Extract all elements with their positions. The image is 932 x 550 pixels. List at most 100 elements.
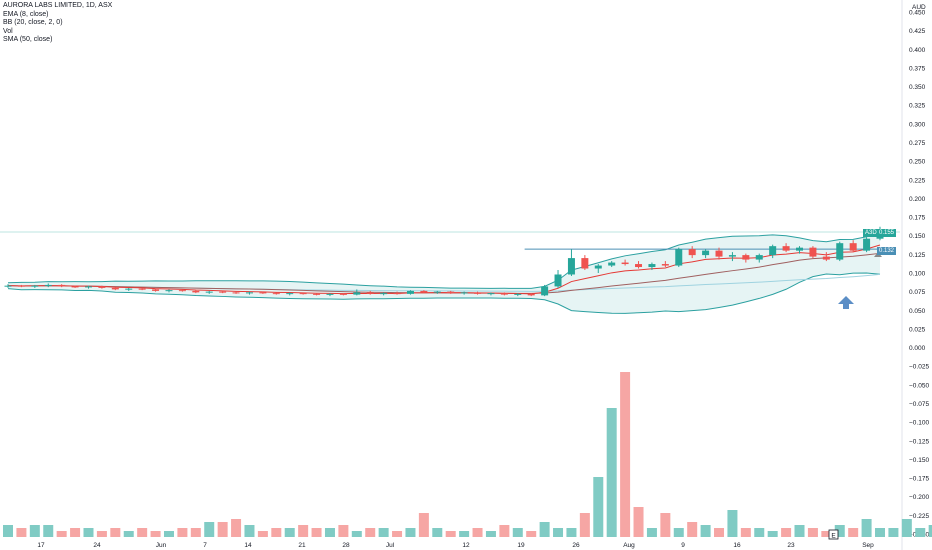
volume-bar bbox=[244, 525, 255, 537]
candle-body bbox=[809, 247, 817, 257]
volume-bar bbox=[231, 519, 242, 537]
x-tick-label: 12 bbox=[462, 542, 470, 549]
volume-bar bbox=[110, 528, 121, 537]
y-tick-label: 0.200 bbox=[909, 196, 926, 203]
x-tick-label: 26 bbox=[572, 542, 580, 549]
volume-bar bbox=[593, 477, 604, 537]
volume-bar bbox=[257, 531, 268, 537]
y-tick-label: −0.200 bbox=[909, 494, 929, 501]
x-tick-label: Sep bbox=[862, 542, 874, 549]
y-tick-label: −0.050 bbox=[909, 382, 929, 389]
candle-body bbox=[125, 288, 133, 290]
candle-body bbox=[782, 246, 790, 251]
volume-bar bbox=[43, 525, 54, 537]
bollinger-lower-line bbox=[7, 272, 881, 314]
volume-bar bbox=[579, 513, 590, 537]
volume-bar bbox=[526, 531, 537, 537]
volume-bar bbox=[217, 522, 228, 537]
candle-body bbox=[755, 255, 763, 260]
volume-bar bbox=[298, 525, 309, 537]
volume-bar bbox=[928, 525, 932, 537]
y-tick-label: 0.025 bbox=[909, 326, 926, 333]
volume-bar bbox=[915, 528, 926, 537]
volume-bar bbox=[539, 522, 550, 537]
volume-bar bbox=[633, 507, 644, 537]
level-price-tag: 0.132 bbox=[877, 247, 897, 255]
y-tick-label: 0.375 bbox=[909, 65, 926, 72]
candle-body bbox=[219, 291, 227, 293]
y-tick-label: 0.450 bbox=[909, 10, 926, 17]
x-tick-label: Aug bbox=[623, 542, 635, 549]
candle-body bbox=[460, 292, 468, 294]
x-tick-label: 23 bbox=[787, 542, 795, 549]
volume-bar bbox=[553, 528, 564, 537]
y-tick-label: 0.050 bbox=[909, 308, 926, 315]
y-tick-label: 0.150 bbox=[909, 233, 926, 240]
volume-bar bbox=[660, 513, 671, 537]
volume-bar bbox=[807, 528, 818, 537]
volume-bar bbox=[204, 522, 215, 537]
volume-bar bbox=[861, 519, 872, 537]
volume-bar bbox=[512, 528, 523, 537]
x-tick-label: 24 bbox=[93, 542, 101, 549]
volume-bar bbox=[459, 531, 470, 537]
candle-body bbox=[299, 293, 307, 295]
y-tick-label: 0.000 bbox=[909, 345, 926, 352]
y-tick-label: 0.325 bbox=[909, 103, 926, 110]
arrow-up-icon bbox=[838, 296, 854, 309]
volume-bar bbox=[351, 531, 362, 537]
candle-body bbox=[192, 290, 200, 293]
volume-bar bbox=[794, 525, 805, 537]
candle-body bbox=[433, 291, 441, 293]
legend-bb: BB (20, close, 2, 0) bbox=[3, 19, 63, 26]
candle-body bbox=[339, 293, 347, 295]
candle-body bbox=[447, 291, 455, 294]
candle-body bbox=[4, 285, 12, 287]
candle-body bbox=[514, 293, 522, 295]
candle-body bbox=[567, 258, 575, 275]
candle-body bbox=[98, 286, 106, 288]
candle-body bbox=[581, 258, 589, 269]
candle-body bbox=[205, 291, 213, 293]
volume-bar bbox=[56, 531, 67, 537]
candle-body bbox=[353, 292, 361, 295]
volume-bar bbox=[271, 528, 282, 537]
candle-body bbox=[420, 290, 428, 293]
y-tick-label: 0.300 bbox=[909, 121, 926, 128]
volume-bar bbox=[137, 528, 148, 537]
volume-bar bbox=[96, 531, 107, 537]
volume-bar bbox=[163, 531, 174, 537]
volume-bar bbox=[365, 528, 376, 537]
volume-bar bbox=[70, 528, 81, 537]
volume-bar bbox=[875, 528, 885, 537]
candle-body bbox=[138, 288, 146, 290]
y-tick-label: −0.125 bbox=[909, 438, 929, 445]
volume-bar bbox=[432, 528, 443, 537]
volume-bar bbox=[740, 528, 751, 537]
volume-bar bbox=[767, 531, 778, 537]
candle-body bbox=[715, 250, 723, 257]
y-tick-label: −0.175 bbox=[909, 476, 929, 483]
candle-body bbox=[728, 255, 736, 257]
bollinger-band-fill bbox=[8, 232, 880, 314]
volume-bar bbox=[190, 528, 201, 537]
volume-bar bbox=[499, 525, 510, 537]
volume-bar bbox=[848, 528, 859, 537]
axis-unit-label: AUD bbox=[912, 4, 926, 11]
volume-bar bbox=[83, 528, 94, 537]
candle-body bbox=[259, 292, 267, 294]
candle-body bbox=[608, 262, 616, 266]
volume-bar bbox=[392, 531, 403, 537]
x-tick-label: 9 bbox=[681, 542, 685, 549]
volume-bar bbox=[566, 528, 577, 537]
candle-body bbox=[111, 287, 119, 290]
legend-title: AURORA LABS LIMITED, 1D, ASX bbox=[3, 2, 113, 9]
x-tick-label: 21 bbox=[298, 542, 306, 549]
candle-body bbox=[474, 292, 482, 294]
candle-body bbox=[648, 264, 656, 268]
volume-bar bbox=[821, 531, 832, 537]
candle-body bbox=[702, 250, 710, 256]
chart-legend: AURORA LABS LIMITED, 1D, ASX EMA (8, clo… bbox=[3, 2, 112, 45]
volume-bar bbox=[284, 528, 295, 537]
